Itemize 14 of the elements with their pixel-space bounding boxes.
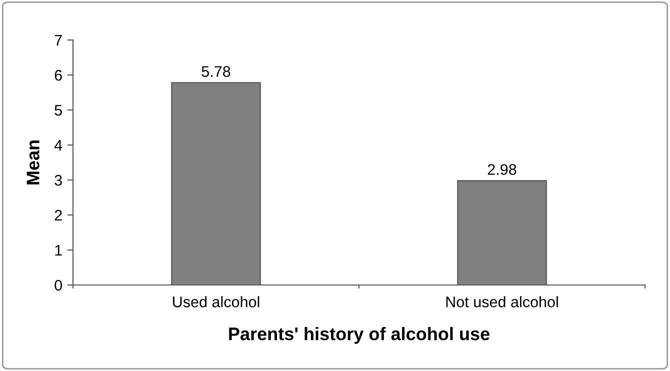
data-label: 2.98 [488,164,516,175]
x-tick-label: Not used alcohol [446,296,558,308]
y-tick-label: 2 [54,210,62,221]
y-tick-label: 6 [54,70,62,81]
y-tick-label: 4 [54,140,62,151]
y-tick-label: 0 [54,280,62,291]
data-label: 5.78 [202,66,230,77]
y-tick-label: 3 [54,174,62,186]
y-tick-label: 1 [55,245,62,256]
y-tick-label: 5 [54,105,62,116]
x-axis-title: Parents' history of alcohol use [229,327,490,344]
y-axis-title: Mean [26,140,40,184]
x-tick-label: Used alcohol [173,296,260,308]
y-tick-label: 7 [54,35,62,46]
